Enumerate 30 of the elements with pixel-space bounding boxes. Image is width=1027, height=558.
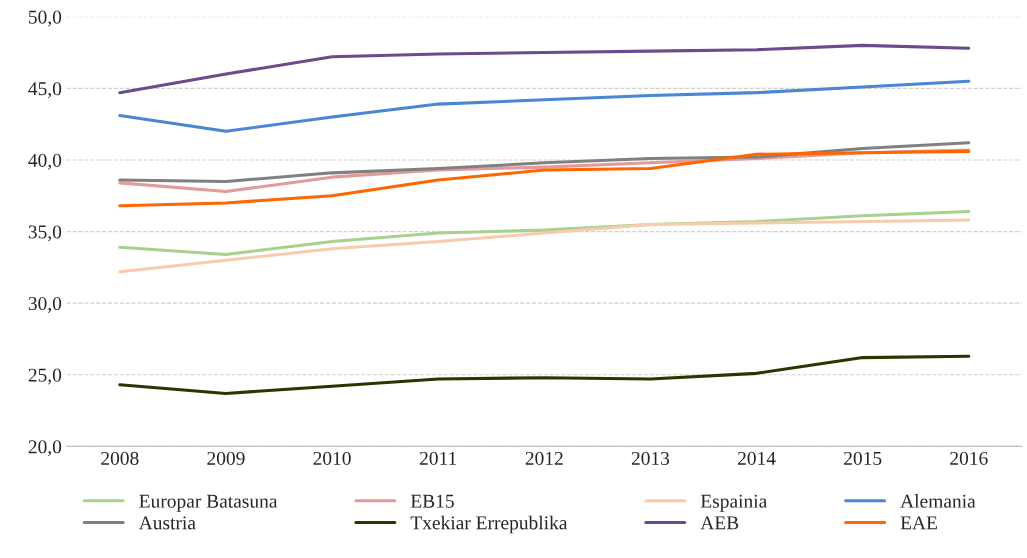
x-tick-label: 2014 (737, 451, 776, 465)
line-series (118, 43, 971, 95)
legend-label: Europar Batasuna (139, 494, 278, 512)
x-tick-label: 2013 (631, 451, 670, 465)
legend-label: Espainia (700, 494, 767, 512)
line-series (118, 79, 971, 133)
x-tick-label: 2012 (525, 451, 563, 465)
line-series (118, 218, 971, 274)
y-tick-label: 40,0 (28, 153, 62, 170)
legend-label: EB15 (410, 494, 454, 508)
y-tick-label: 20,0 (28, 440, 62, 457)
y-tick-label: 35,0 (28, 225, 62, 242)
y-tick-label: 30,0 (28, 297, 62, 313)
y-tick-label: 50,0 (29, 10, 62, 27)
line-series (118, 149, 971, 208)
x-tick-label: 2008 (101, 451, 139, 465)
x-tick-label: 2015 (844, 451, 882, 465)
legend-label: Alemania (900, 494, 976, 508)
y-tick-label: 45,0 (28, 82, 62, 99)
legend-label: AEB (700, 516, 739, 530)
x-tick-label: 2009 (207, 451, 245, 465)
x-tick-label: 2016 (950, 451, 988, 465)
x-tick-label: 2011 (419, 451, 457, 465)
y-tick-label: 25,0 (28, 368, 62, 385)
legend-label: Austria (138, 516, 196, 530)
legend-label: EAE (900, 516, 937, 530)
legend-label: Txekiar Errepublika (410, 515, 568, 534)
line-series (118, 354, 971, 395)
line-series (118, 141, 971, 183)
x-tick-label: 2010 (313, 451, 351, 465)
